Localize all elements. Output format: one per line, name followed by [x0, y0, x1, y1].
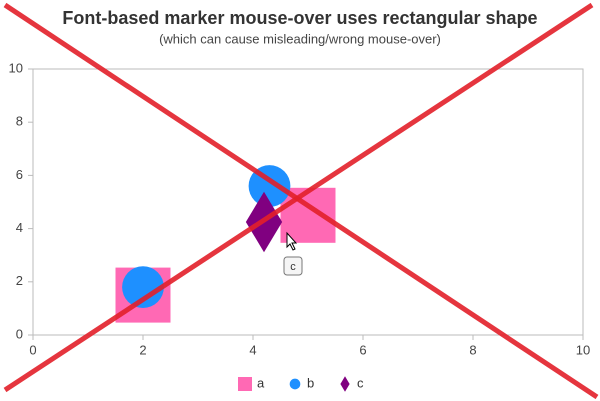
- plot: 0 2 4 6 8 10 0 2 4 6 8 10: [9, 60, 591, 357]
- x-tick-label: 6: [359, 342, 366, 357]
- y-tick-label: 8: [16, 114, 23, 129]
- legend-label: c: [357, 375, 364, 390]
- tooltip-box: [283, 256, 303, 276]
- chart-subtitle: (which can cause misleading/wrong mouse-…: [159, 31, 441, 46]
- x-tick-label: 10: [576, 342, 590, 357]
- chart-title: Font-based marker mouse-over uses rectan…: [62, 8, 537, 28]
- x-tick-label: 0: [29, 342, 36, 357]
- marker-circle: [289, 378, 301, 390]
- plot-frame: [32, 68, 584, 336]
- y-tick-label: 2: [16, 273, 23, 288]
- y-tick-label: 10: [9, 60, 23, 75]
- cross-line: [3, 2, 599, 400]
- legend-label: a: [257, 375, 265, 390]
- x-tick-label: 2: [139, 342, 146, 357]
- x-tick-label: 4: [249, 342, 256, 357]
- tooltip-text: c: [290, 261, 296, 273]
- legend-label: b: [307, 375, 314, 390]
- marker-diamond: [340, 376, 350, 392]
- cross-line: [3, 2, 594, 393]
- y-tick-label: 6: [16, 167, 23, 182]
- cursor: [286, 231, 298, 251]
- marker-square: [238, 377, 252, 391]
- marker-circle: [122, 266, 164, 309]
- y-tick-label: 0: [16, 326, 23, 341]
- tooltip: c: [283, 256, 303, 276]
- legend: a b c: [238, 375, 364, 392]
- y-tick-label: 4: [16, 220, 23, 235]
- x-tick-label: 8: [469, 342, 476, 357]
